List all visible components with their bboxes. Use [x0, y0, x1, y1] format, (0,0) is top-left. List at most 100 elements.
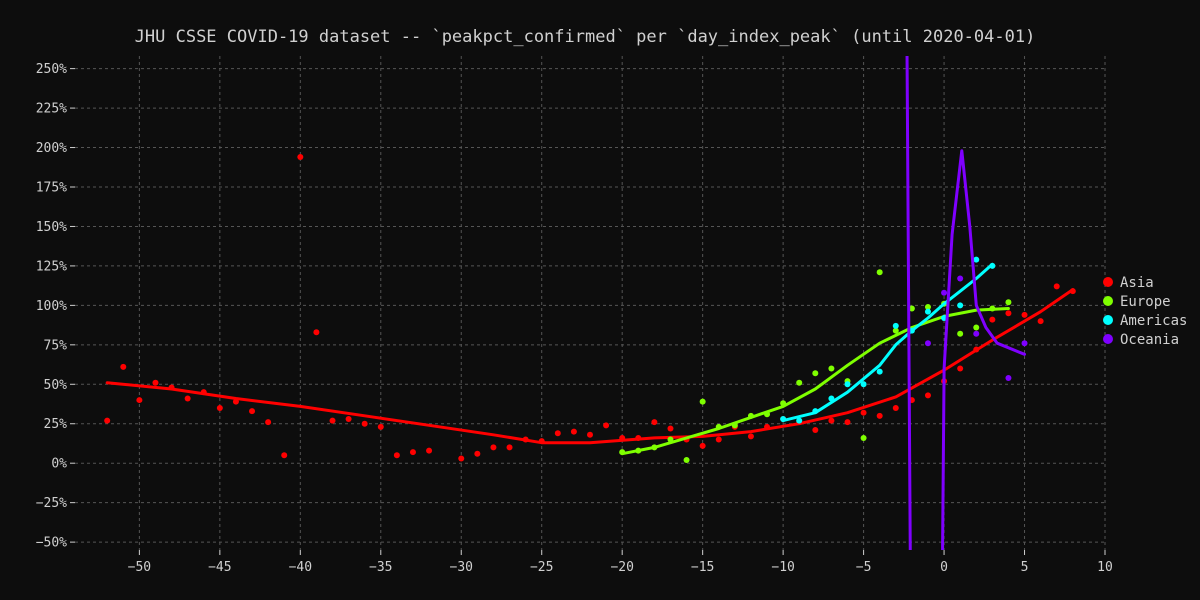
point-americas: [860, 381, 867, 388]
point-americas: [924, 308, 931, 315]
point-asia: [603, 422, 610, 429]
series-layer: [104, 56, 1076, 550]
point-europe: [812, 370, 819, 377]
point-europe: [973, 324, 980, 331]
legend-label-americas: Americas: [1120, 313, 1187, 329]
point-asia: [892, 404, 899, 411]
point-asia: [152, 379, 159, 386]
point-asia: [409, 449, 416, 456]
point-oceania: [924, 340, 931, 347]
point-asia: [828, 417, 835, 424]
point-asia: [313, 329, 320, 336]
point-asia: [265, 419, 272, 426]
point-asia: [587, 431, 593, 438]
x-axis-ticks: −50 −45 −40 −35 −30 −25 −20 −15 −10 −5 0 5 10: [128, 550, 1113, 575]
x-tick-label: −30: [450, 560, 473, 575]
legend-label-oceania: Oceania: [1120, 332, 1179, 348]
point-europe: [908, 305, 915, 312]
chart-title: JHU CSSE COVID-19 dataset -- `peakpct_co…: [135, 27, 1036, 47]
trend-line-americas: [781, 262, 994, 423]
point-europe: [1005, 299, 1012, 306]
point-asia: [506, 444, 513, 451]
point-asia: [361, 420, 368, 427]
point-asia: [667, 425, 674, 432]
x-tick-label: −15: [691, 560, 714, 575]
point-oceania: [957, 275, 964, 282]
legend: Asia Europe Americas Oceania: [1103, 275, 1187, 348]
legend-label-europe: Europe: [1120, 294, 1171, 310]
y-tick-label: 25%: [44, 417, 68, 432]
point-asia: [747, 433, 754, 440]
point-asia: [860, 409, 867, 416]
y-tick-label: 75%: [44, 338, 68, 353]
x-tick-label: −40: [289, 560, 312, 575]
x-tick-label: 5: [1021, 560, 1029, 575]
point-asia: [249, 408, 256, 415]
point-europe: [828, 365, 835, 372]
point-asia: [345, 416, 352, 423]
point-oceania: [973, 330, 980, 337]
y-tick-label: 175%: [36, 180, 67, 195]
x-tick-label: 0: [940, 560, 948, 575]
point-asia: [554, 430, 561, 437]
point-asia: [393, 452, 400, 459]
point-asia: [957, 365, 964, 372]
y-tick-label: 50%: [44, 378, 68, 393]
point-asia: [924, 392, 931, 399]
x-tick-label: −45: [208, 560, 231, 575]
point-asia: [989, 316, 996, 323]
point-asia: [812, 427, 819, 434]
y-tick-label: 100%: [36, 299, 67, 314]
point-asia: [1053, 283, 1060, 290]
series-americas: [780, 256, 996, 424]
point-oceania: [1005, 374, 1012, 381]
point-asia: [216, 404, 223, 411]
point-asia: [490, 444, 497, 451]
point-asia: [1005, 310, 1012, 317]
point-asia: [329, 417, 336, 424]
series-oceania: [905, 56, 1028, 550]
y-tick-label: −50%: [36, 536, 67, 551]
point-americas: [973, 256, 980, 263]
point-asia: [377, 423, 384, 430]
x-tick-label: −20: [610, 560, 633, 575]
point-asia: [844, 419, 851, 426]
point-oceania: [1021, 340, 1028, 347]
point-asia: [1037, 318, 1044, 325]
x-tick-label: −10: [771, 560, 794, 575]
point-asia: [715, 436, 722, 443]
point-asia: [104, 417, 111, 424]
point-asia: [699, 442, 706, 449]
x-tick-label: −25: [530, 560, 553, 575]
trend-line-oceania: [905, 56, 1026, 550]
y-tick-label: 125%: [36, 259, 67, 274]
point-americas: [796, 417, 803, 424]
legend-marker-asia: [1103, 277, 1113, 287]
point-europe: [699, 398, 706, 405]
point-asia: [136, 397, 143, 404]
y-tick-label: 150%: [36, 220, 67, 235]
x-tick-label: −50: [128, 560, 151, 575]
y-axis-ticks: −50% −25% 0% 25% 50% 75% 100% 125% 150% 175% 200% 2…: [36, 62, 75, 551]
point-oceania: [941, 289, 948, 296]
point-asia: [1021, 311, 1028, 318]
point-asia: [474, 450, 481, 457]
point-asia: [297, 154, 304, 161]
y-tick-label: −25%: [36, 496, 67, 511]
point-asia: [651, 419, 658, 426]
point-americas: [892, 322, 899, 329]
x-tick-label: −5: [856, 560, 872, 575]
point-europe: [860, 434, 867, 441]
point-europe: [957, 330, 964, 337]
point-asia: [570, 428, 577, 435]
legend-label-asia: Asia: [1120, 275, 1154, 291]
legend-marker-oceania: [1103, 334, 1113, 344]
point-asia: [458, 455, 465, 462]
point-asia: [184, 395, 191, 402]
point-asia: [426, 447, 433, 454]
x-tick-label: −35: [369, 560, 392, 575]
y-tick-label: 200%: [36, 141, 67, 156]
point-americas: [876, 368, 883, 375]
